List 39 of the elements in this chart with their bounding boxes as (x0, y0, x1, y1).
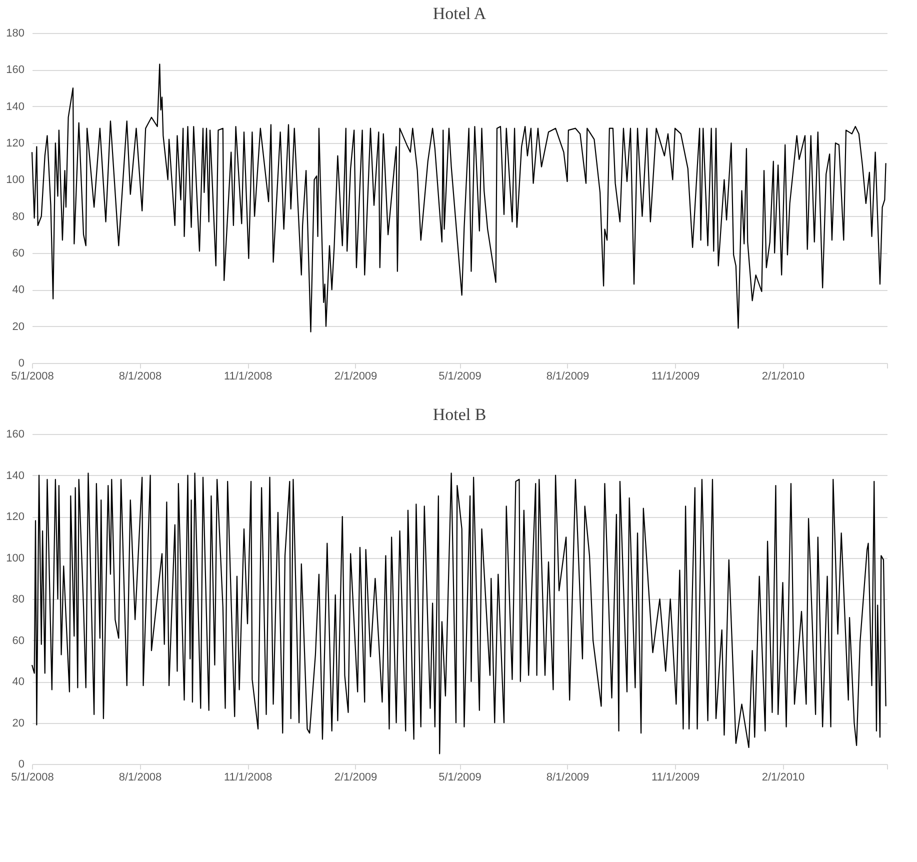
chart-title: Hotel B (432, 405, 486, 424)
line-series (31, 64, 886, 332)
x-tick-label: 5/1/2009 (438, 772, 482, 784)
y-tick-label: 160 (6, 428, 24, 440)
y-tick-label: 100 (6, 552, 24, 564)
y-tick-label: 0 (18, 358, 24, 370)
y-tick-label: 80 (12, 210, 24, 223)
y-tick-label: 100 (6, 174, 24, 186)
y-tick-label: 120 (6, 511, 24, 523)
y-tick-label: 140 (6, 100, 24, 113)
x-tick-label: 8/1/2008 (118, 772, 162, 784)
y-tick-label: 40 (12, 676, 24, 688)
x-tick-label: 5/1/2008 (11, 370, 54, 382)
y-tick-label: 60 (12, 634, 24, 647)
y-tick-label: 160 (6, 64, 24, 76)
y-tick-label: 180 (6, 28, 24, 40)
x-tick-label: 5/1/2008 (11, 772, 54, 784)
y-tick-label: 60 (12, 248, 24, 260)
x-tick-label: 2/1/2009 (334, 772, 378, 784)
y-tick-label: 120 (6, 138, 24, 150)
x-tick-label: 11/1/2009 (651, 772, 700, 784)
x-tick-label: 11/1/2008 (224, 772, 272, 784)
x-tick-label: 8/1/2008 (118, 370, 162, 382)
x-tick-label: 8/1/2009 (546, 370, 590, 382)
x-tick-label: 11/1/2008 (224, 370, 272, 382)
x-tick-label: 2/1/2009 (334, 370, 378, 382)
chart-title: Hotel A (432, 4, 487, 23)
x-tick-label: 11/1/2009 (651, 370, 700, 382)
x-tick-label: 2/1/2010 (762, 370, 805, 382)
y-tick-label: 140 (6, 470, 24, 482)
y-tick-label: 20 (12, 320, 24, 333)
y-tick-label: 0 (18, 758, 24, 770)
y-tick-label: 80 (12, 594, 24, 606)
line-series (31, 472, 886, 754)
x-tick-label: 2/1/2010 (762, 772, 805, 784)
y-tick-label: 40 (12, 284, 24, 296)
x-tick-label: 5/1/2009 (438, 370, 482, 382)
x-tick-label: 8/1/2009 (546, 772, 590, 784)
y-tick-label: 20 (12, 717, 24, 730)
